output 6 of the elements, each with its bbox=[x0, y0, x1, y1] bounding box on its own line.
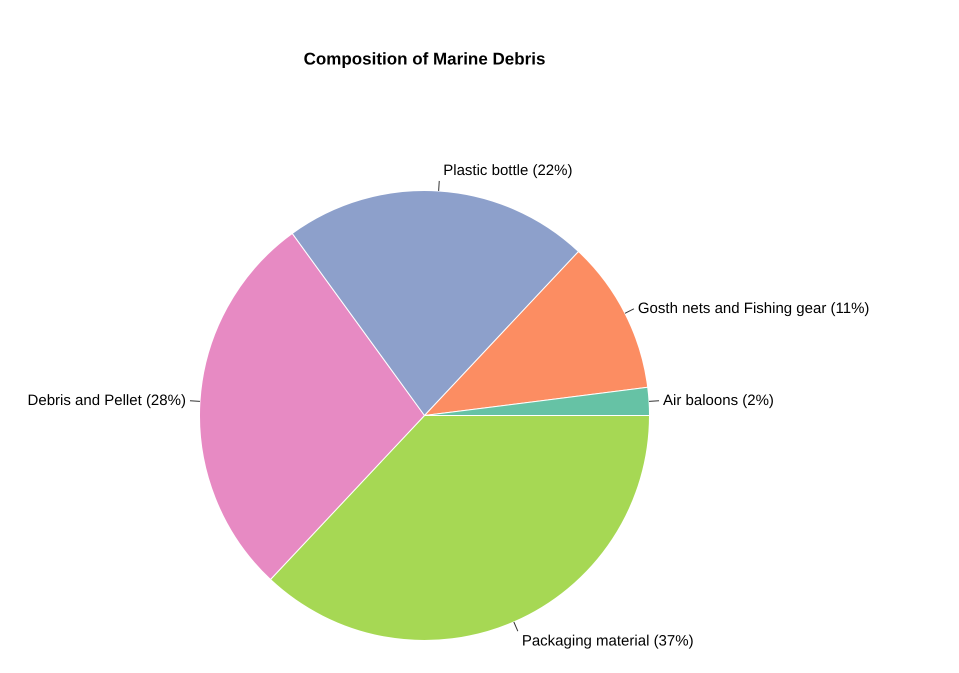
slice-label: Gosth nets and Fishing gear (11%) bbox=[638, 300, 870, 317]
chart-title: Composition of Marine Debris bbox=[304, 50, 546, 69]
slice-label: Air baloons (2%) bbox=[663, 392, 774, 409]
slice-label: Packaging material (37%) bbox=[522, 632, 694, 650]
slice-label: Plastic bottle (22%) bbox=[443, 162, 572, 180]
slice-label: Debris and Pellet (28%) bbox=[28, 392, 186, 409]
